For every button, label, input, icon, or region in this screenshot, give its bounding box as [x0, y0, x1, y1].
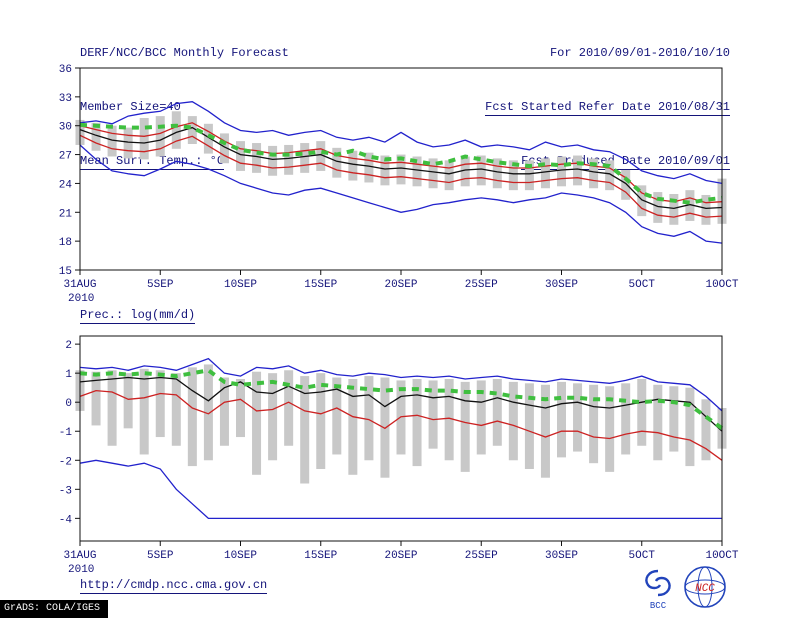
svg-text:36: 36 — [59, 64, 72, 76]
svg-text:10OCT: 10OCT — [705, 550, 738, 562]
svg-text:-1: -1 — [59, 427, 73, 439]
ncc-globe-icon — [684, 566, 726, 608]
series-lower-quartile — [79, 389, 723, 461]
svg-text:1: 1 — [65, 369, 72, 381]
svg-text:-4: -4 — [59, 514, 73, 526]
y-axis-ticks: 15 18 21 24 27 30 33 36 — [59, 64, 80, 278]
svg-text:31AUG: 31AUG — [63, 279, 96, 291]
svg-text:25SEP: 25SEP — [465, 550, 498, 562]
fcst-produced-label: Fcst Produced Date 2010/09/01 — [521, 154, 730, 170]
svg-text:2: 2 — [65, 340, 72, 352]
svg-text:20SEP: 20SEP — [384, 550, 417, 562]
x-axis-ticks: 31AUG 5SEP 10SEP 15SEP 20SEP 25SEP 30SEP 5OCT 10… — [63, 270, 739, 291]
svg-text:15: 15 — [59, 266, 72, 278]
member-size-label: Member Size=40 — [80, 100, 181, 114]
svg-text:15SEP: 15SEP — [304, 279, 337, 291]
y-axis-ticks: -4 -3 -2 -1 0 1 2 — [59, 340, 80, 526]
prec-panel-label: Prec.: log(mm/d) — [80, 308, 196, 324]
page-title: DERF/NCC/BCC Monthly Forecast — [80, 46, 289, 60]
header-right: For 2010/09/01-2010/10/10 Fcst Started R… — [485, 8, 730, 206]
svg-text:18: 18 — [59, 237, 72, 249]
svg-text:30SEP: 30SEP — [545, 279, 578, 291]
svg-text:5SEP: 5SEP — [147, 279, 174, 291]
series-reference-dashed — [79, 368, 724, 430]
svg-text:5SEP: 5SEP — [147, 550, 174, 562]
source-url: http://cmdp.ncc.cma.gov.cn — [80, 578, 268, 594]
svg-text:31AUG: 31AUG — [63, 550, 96, 562]
svg-text:20SEP: 20SEP — [384, 279, 417, 291]
svg-text:-2: -2 — [59, 456, 72, 468]
svg-text:15SEP: 15SEP — [304, 550, 337, 562]
series-ensemble-mean — [79, 376, 723, 432]
ensemble-spread-bars — [75, 364, 727, 484]
x-axis-year-label: 2010 — [68, 564, 94, 576]
series-lower-quartile — [79, 134, 723, 218]
svg-text:27: 27 — [59, 151, 72, 163]
series-ensemble-max — [79, 101, 723, 185]
prec-panel-label-row: Prec.: log(mm/d) — [80, 308, 196, 324]
fcst-started-label: Fcst Started Refer Date 2010/08/31 — [485, 100, 730, 116]
bcc-logo-swirl-icon — [645, 569, 671, 597]
svg-text:30: 30 — [59, 122, 72, 134]
grads-stamp: GrADS: COLA/IGES — [0, 600, 109, 618]
bcc-logo: BCC — [645, 569, 671, 610]
bcc-logo-text: BCC — [650, 601, 667, 610]
footer-url-row: http://cmdp.ncc.cma.gov.cn — [80, 578, 268, 594]
series-ensemble-min — [79, 459, 722, 520]
precipitation-plume-chart: -4 -3 -2 -1 0 1 2 31AUG 5SEP 10SEP 15SEP 20SEP 25SEP… — [59, 335, 739, 576]
svg-text:21: 21 — [59, 208, 73, 220]
svg-text:5OCT: 5OCT — [629, 550, 656, 562]
series-reference-dashed — [79, 122, 723, 205]
x-axis-year-label: 2010 — [68, 293, 94, 305]
series-ensemble-min — [79, 144, 723, 244]
ncc-logo-text: NCC — [695, 583, 715, 595]
svg-text:10SEP: 10SEP — [224, 550, 257, 562]
svg-text:30SEP: 30SEP — [545, 550, 578, 562]
svg-text:10SEP: 10SEP — [224, 279, 257, 291]
svg-text:-3: -3 — [59, 485, 72, 497]
svg-text:24: 24 — [59, 179, 73, 191]
svg-text:10OCT: 10OCT — [705, 279, 738, 291]
temperature-plume-chart: 15 18 21 24 27 30 33 36 31AUG 5SEP 10SEP 15SEP 20SEP… — [59, 64, 739, 305]
series-ensemble-max — [79, 357, 723, 412]
series-ensemble-mean — [79, 126, 723, 210]
ncc-logo: NCC — [684, 566, 726, 608]
svg-text:0: 0 — [65, 398, 72, 410]
forecast-range-label: For 2010/09/01-2010/10/10 — [549, 46, 730, 60]
svg-text:5OCT: 5OCT — [629, 279, 656, 291]
svg-text:25SEP: 25SEP — [465, 279, 498, 291]
svg-text:33: 33 — [59, 93, 72, 105]
x-axis-ticks: 31AUG 5SEP 10SEP 15SEP 20SEP 25SEP 30SEP 5OCT 10… — [63, 541, 739, 562]
